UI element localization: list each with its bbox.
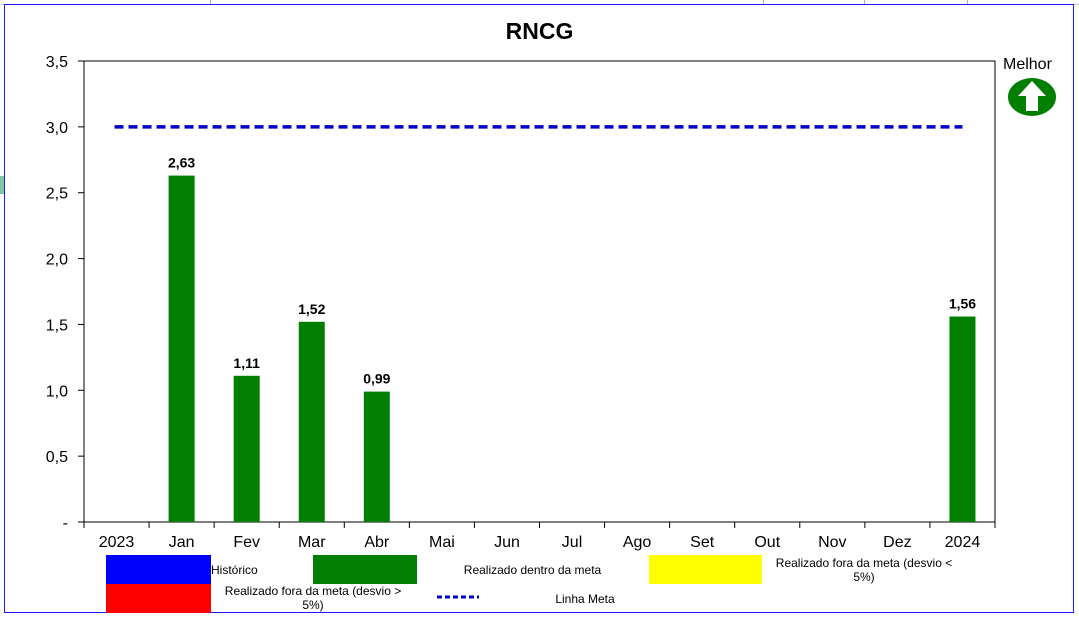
x-tick-label-out: Out [754,534,780,551]
data-label-2024: 1,56 [949,296,976,312]
x-tick-label-mar: Mar [298,534,326,551]
grid-line [210,0,211,4]
y-tick-label: 1,0 [46,383,68,400]
y-tick-label: 1,5 [46,317,68,334]
x-tick-label-abr: Abr [364,534,390,551]
y-tick-label: 3,0 [46,120,68,137]
x-tick-label-mai: Mai [429,534,455,551]
data-label-fev: 1,11 [233,355,260,371]
x-tick-label-nov: Nov [818,534,846,551]
x-tick-label-jun: Jun [494,534,520,551]
x-tick-label-dez: Dez [883,534,911,551]
bar-jan [168,175,195,522]
y-tick-label: 2,5 [46,186,68,203]
legend-swatch-dentro-meta [313,555,417,584]
bar-2024 [949,316,976,522]
grid-line [763,0,764,4]
plot-frame [83,60,996,523]
bar-abr [363,391,390,522]
legend-swatch-historico [106,555,211,584]
x-tick-label-2024: 2024 [945,534,981,551]
data-label-abr: 0,99 [363,371,390,387]
x-tick-label-set: Set [690,534,715,551]
y-tick-label: - [63,515,68,532]
grid-line [864,0,865,4]
legend-label-dentro-meta: Realizado dentro da meta [463,563,602,577]
x-tick-label-2023: 2023 [99,534,135,551]
x-tick-label-jan: Jan [169,534,195,551]
green-up-arrow-icon [1008,78,1056,116]
legend-swatch-fora-meta-maior [106,584,211,613]
legend-label-historico: Histórico [211,563,258,577]
legend-label-linha-meta: Linha Meta [555,592,615,606]
chart-title: RNCG [505,18,574,44]
legend-swatch-linha-meta [437,595,479,599]
data-label-jan: 2,63 [168,155,195,171]
x-tick-label-ago: Ago [623,534,652,551]
y-tick-label: 2,0 [46,252,68,269]
bar-fev [233,375,260,522]
y-tick-label: 3,5 [46,54,68,71]
selected-cell-marker [0,176,5,194]
legend-label-fora-meta-menor: Realizado fora da meta (desvio < 5%) [775,556,953,584]
better-direction-label: Melhor [1003,56,1052,73]
x-tick-label-jul: Jul [562,534,582,551]
bar-mar [298,321,325,522]
legend-label-fora-meta-maior: Realizado fora da meta (desvio > 5%) [224,584,402,612]
grid-line [967,0,968,4]
data-label-mar: 1,52 [298,301,325,317]
x-tick-label-fev: Fev [233,534,260,551]
legend-swatch-fora-meta-menor [649,555,762,584]
y-tick-label: 0,5 [46,449,68,466]
